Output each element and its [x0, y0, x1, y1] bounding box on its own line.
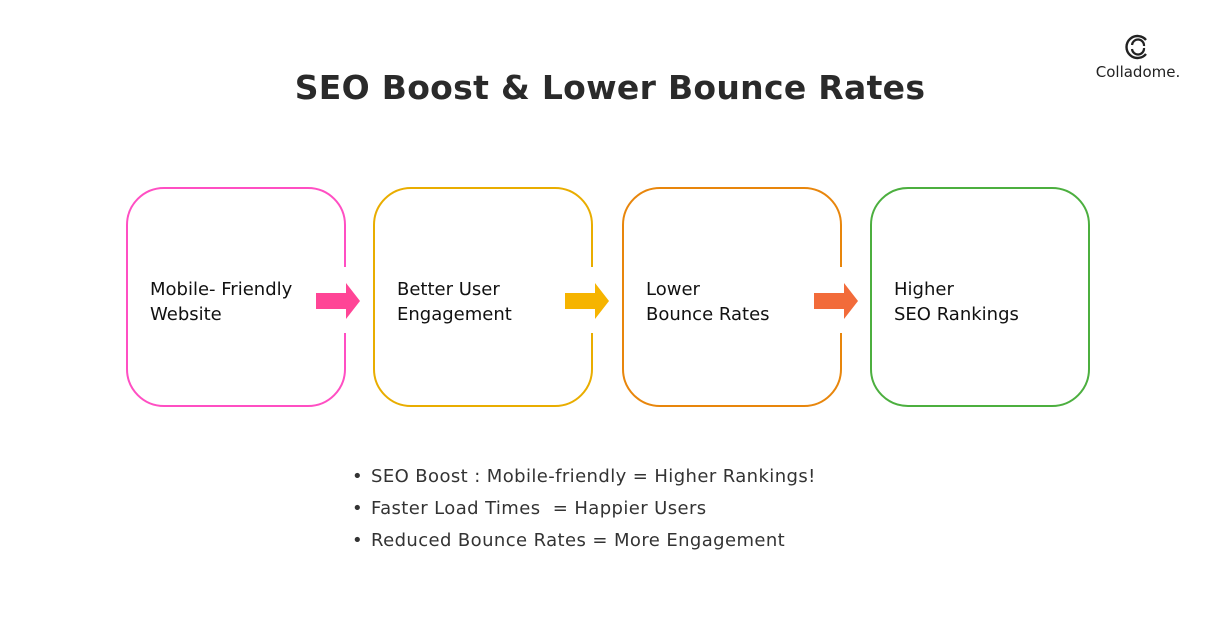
- colladome-logo-icon: [1125, 34, 1147, 60]
- step-box-user-engagement: Better User Engagement: [373, 187, 595, 407]
- arrow-right-icon: [814, 283, 858, 319]
- page-title: SEO Boost & Lower Bounce Rates: [294, 68, 926, 107]
- step-label: Higher SEO Rankings: [894, 279, 1019, 325]
- bullet-item: • Faster Load Times = Happier Users: [352, 498, 707, 519]
- step-label: Mobile- Friendly Website: [150, 279, 293, 325]
- bullet-item: • SEO Boost : Mobile-friendly = Higher Ra…: [352, 466, 816, 487]
- step-box-seo-rankings: Higher SEO Rankings: [870, 187, 1090, 407]
- bullet-item: • Reduced Bounce Rates = More Engagement: [352, 530, 786, 551]
- arrow-right-icon: [316, 283, 360, 319]
- step-box-bounce-rates: Lower Bounce Rates: [622, 187, 844, 407]
- step-label: Lower Bounce Rates: [646, 279, 770, 325]
- logo-text: Colladome.: [1095, 63, 1181, 81]
- arrow-right-icon: [565, 283, 609, 319]
- step-label: Better User Engagement: [397, 279, 512, 325]
- bullet-list: • SEO Boost : Mobile-friendly = Higher Ra…: [352, 466, 816, 562]
- step-box-mobile-friendly: Mobile- Friendly Website: [126, 187, 348, 407]
- logo: Colladome.: [1088, 33, 1188, 81]
